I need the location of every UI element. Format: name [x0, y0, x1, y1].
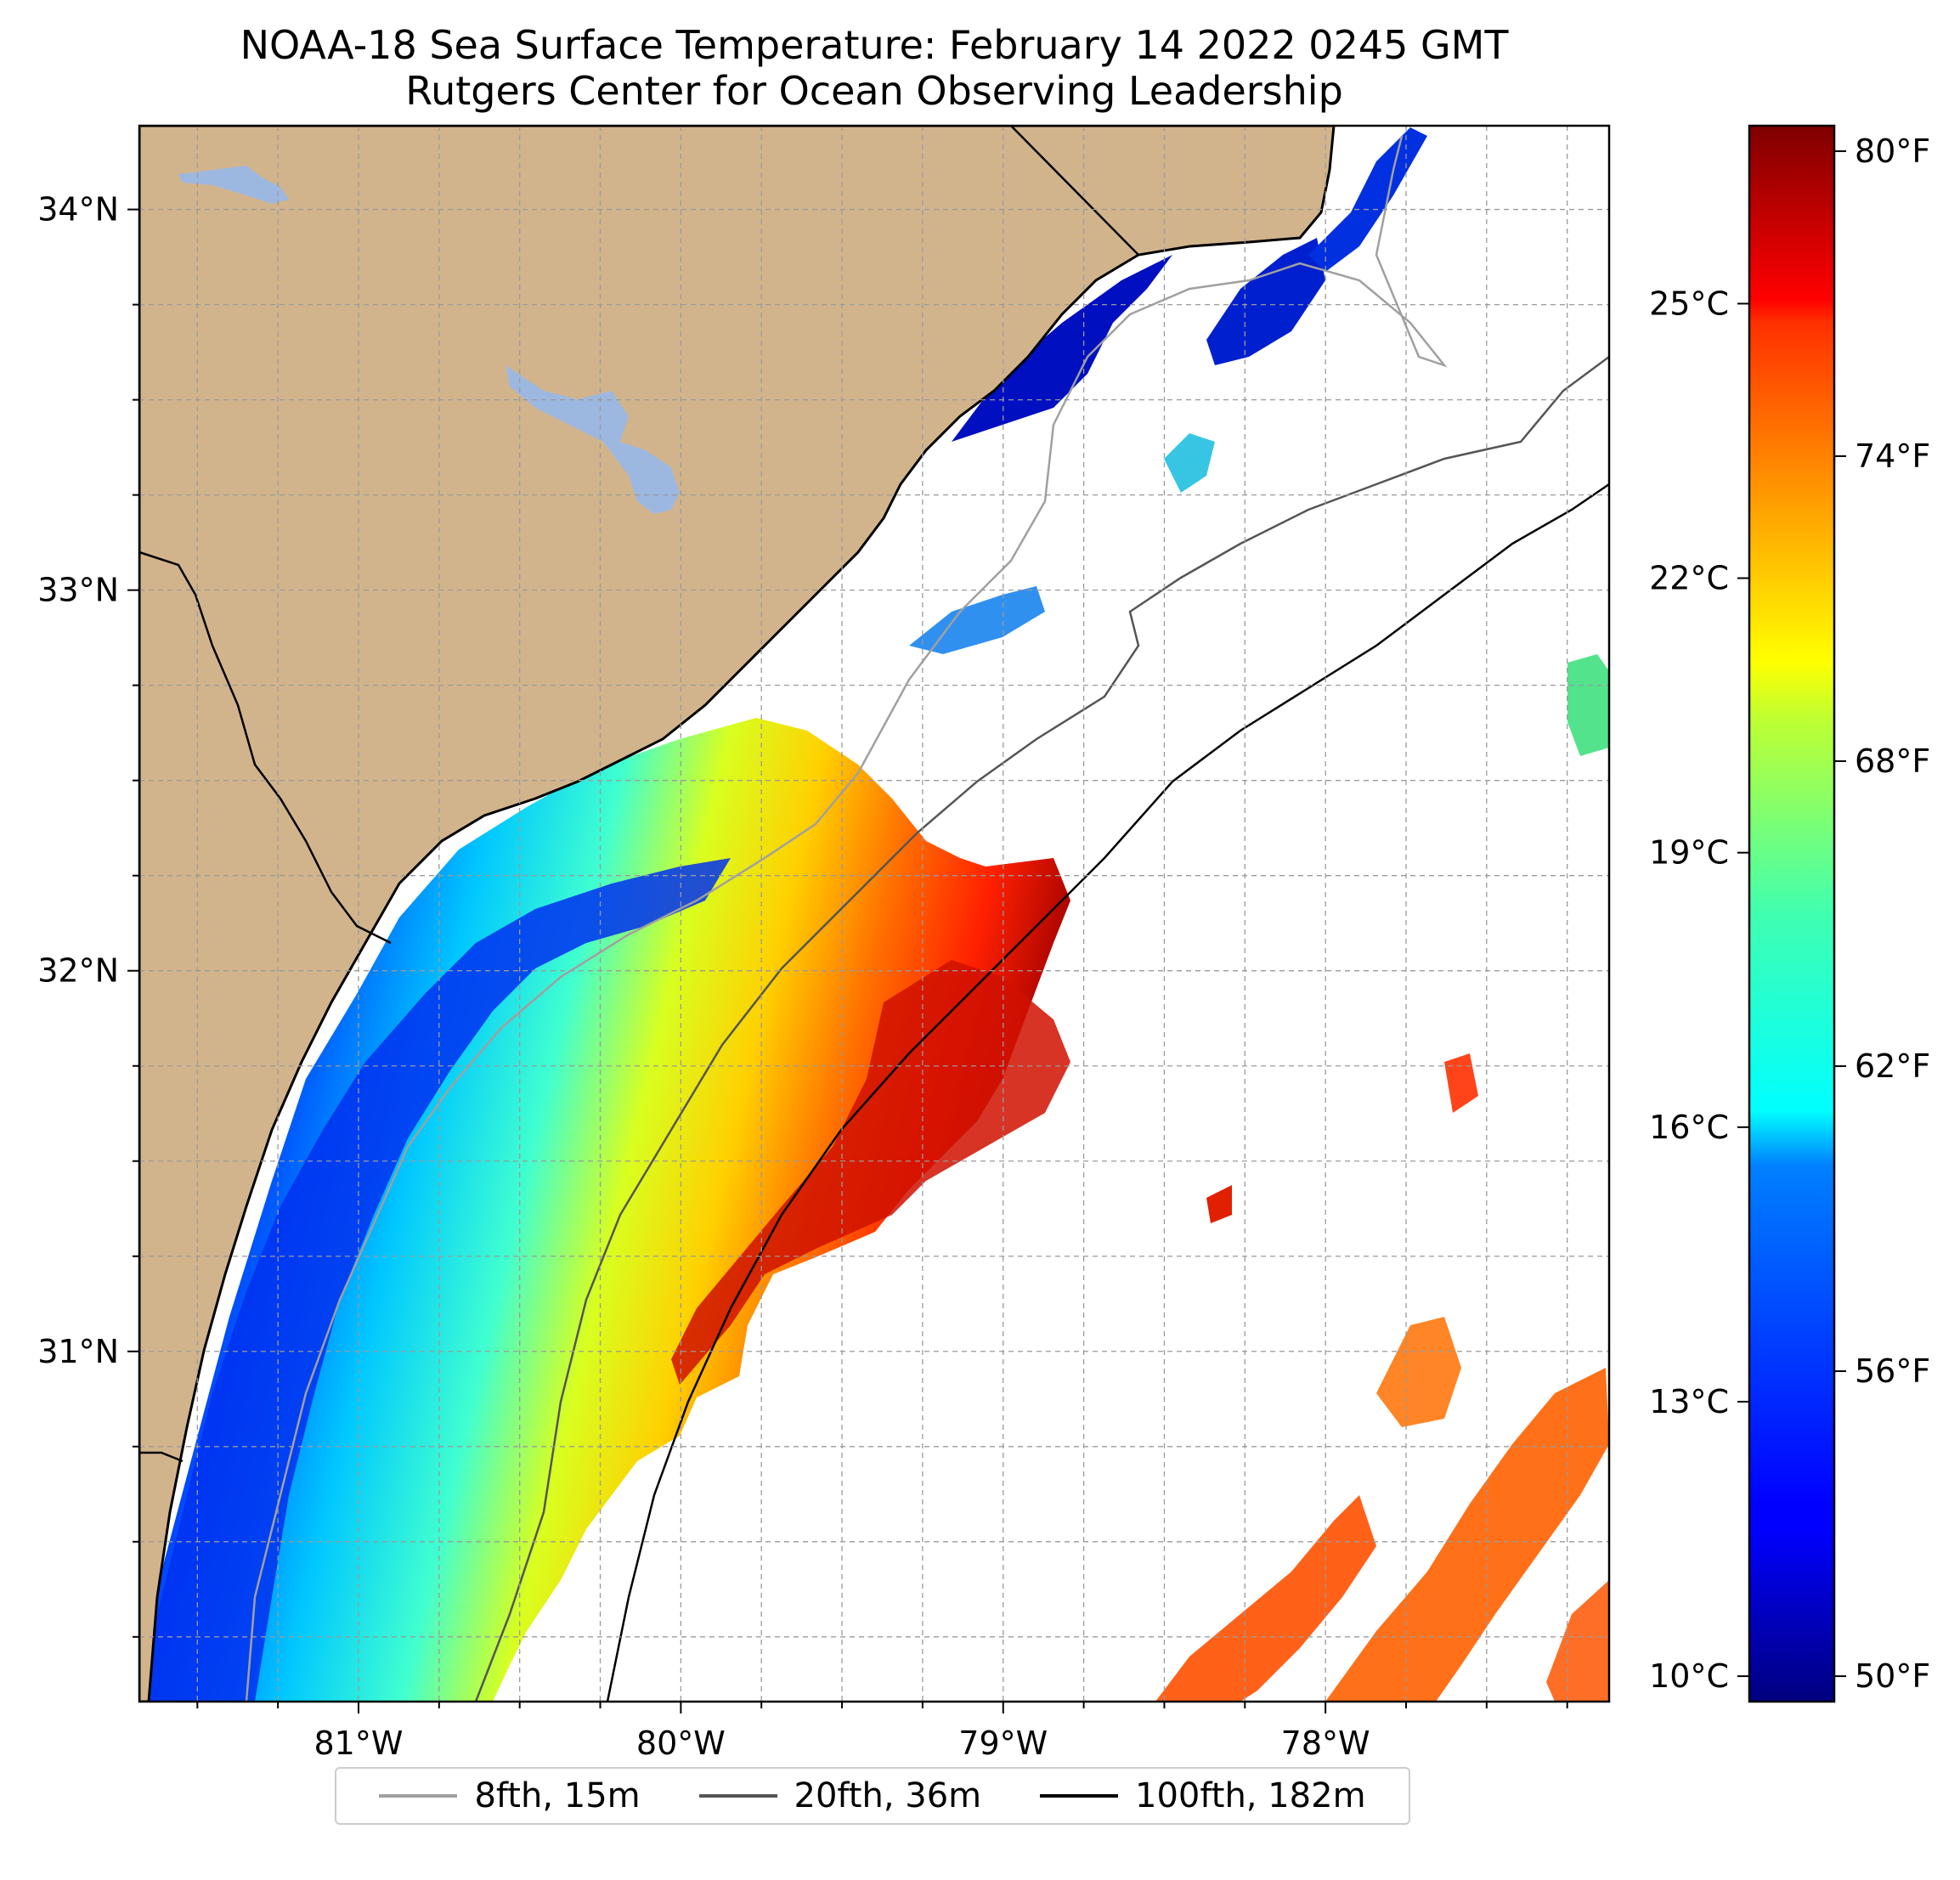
colorbar	[1748, 124, 1836, 1703]
lon-tick-label: 79°W	[958, 1725, 1048, 1762]
sst-north-cold	[952, 255, 1172, 442]
sst-shelf-field	[139, 718, 1070, 1702]
celsius-tick-label: 16°C	[1649, 1109, 1729, 1146]
map-frame	[138, 124, 1611, 1703]
celsius-tick-label: 10°C	[1649, 1657, 1729, 1695]
sst-offshore-warm-4	[1546, 1580, 1609, 1702]
map-axes: 81°W 80°W 79°W 78°W 34°N 33°N 32°N 31°N	[37, 191, 1568, 1762]
lon-tick-label: 80°W	[636, 1725, 726, 1762]
sst-offshore-warm-1	[1155, 1495, 1376, 1702]
sst-offshore-warm-3	[1376, 1317, 1461, 1427]
map-area	[139, 126, 1609, 1702]
fahrenheit-tick-label: 62°F	[1855, 1047, 1930, 1085]
lon-tick-label: 81°W	[314, 1725, 404, 1762]
celsius-tick-label: 22°C	[1649, 560, 1729, 597]
legend-item-8fth: 8fth, 15m	[379, 1776, 641, 1815]
sst-north-cyan	[1164, 433, 1215, 493]
legend-swatch	[1040, 1794, 1119, 1798]
state-border	[139, 126, 1139, 1463]
sst-offshore-warm-6	[1206, 1185, 1232, 1223]
legend-label: 100fth, 182m	[1135, 1776, 1366, 1815]
legend-item-20fth: 20fth, 36m	[698, 1776, 982, 1815]
isobath-legend: 8fth, 15m 20fth, 36m 100fth, 182m	[335, 1767, 1410, 1825]
celsius-tick-label: 19°C	[1649, 834, 1729, 872]
gridlines	[139, 126, 1609, 1702]
sst-offshore-warm-2	[1325, 1368, 1609, 1702]
celsius-tick-label: 13°C	[1649, 1383, 1729, 1420]
sst-north-cold-2	[1206, 238, 1325, 365]
isobath-8fth	[245, 135, 1448, 1702]
isobath-20fth	[474, 355, 1609, 1702]
legend-item-100fth: 100fth, 182m	[1040, 1776, 1366, 1815]
legend-label: 20fth, 36m	[794, 1776, 982, 1815]
sst-mid-cyan	[909, 586, 1045, 654]
sst-offshore-warm-5	[1444, 1053, 1478, 1113]
chart-title: NOAA-18 Sea Surface Temperature: Februar…	[240, 22, 1509, 68]
celsius-tick-label: 25°C	[1649, 285, 1729, 322]
fahrenheit-tick-label: 50°F	[1855, 1657, 1930, 1695]
isobath-100fth	[606, 483, 1609, 1702]
sst-warm-core	[671, 960, 1070, 1385]
lat-tick-label: 34°N	[37, 191, 119, 229]
fahrenheit-tick-label: 80°F	[1855, 133, 1930, 170]
chart-subtitle: Rutgers Center for Ocean Observing Leade…	[405, 68, 1343, 114]
colorbar-ticks: 50°F 56°F 62°F 68°F 74°F 80°F 10°C 13°C 16°C 19°C…	[1649, 133, 1930, 1695]
legend-swatch	[698, 1794, 777, 1798]
fahrenheit-tick-label: 56°F	[1855, 1352, 1930, 1390]
lat-tick-label: 33°N	[37, 572, 119, 609]
lake-north	[178, 166, 289, 204]
lat-tick-label: 32°N	[37, 952, 119, 990]
legend-swatch	[379, 1794, 458, 1798]
sst-coastal-cold	[144, 858, 731, 1702]
legend-label: 8fth, 15m	[474, 1776, 641, 1815]
lake-marion	[506, 365, 680, 514]
sst-north-cold-3	[1308, 127, 1427, 272]
land-mass	[139, 126, 1336, 1702]
fahrenheit-tick-label: 74°F	[1855, 438, 1930, 475]
sst-offshore-green	[1567, 654, 1609, 756]
lat-tick-label: 31°N	[37, 1333, 119, 1370]
lon-tick-label: 78°W	[1281, 1725, 1370, 1762]
fahrenheit-tick-label: 68°F	[1855, 742, 1930, 780]
